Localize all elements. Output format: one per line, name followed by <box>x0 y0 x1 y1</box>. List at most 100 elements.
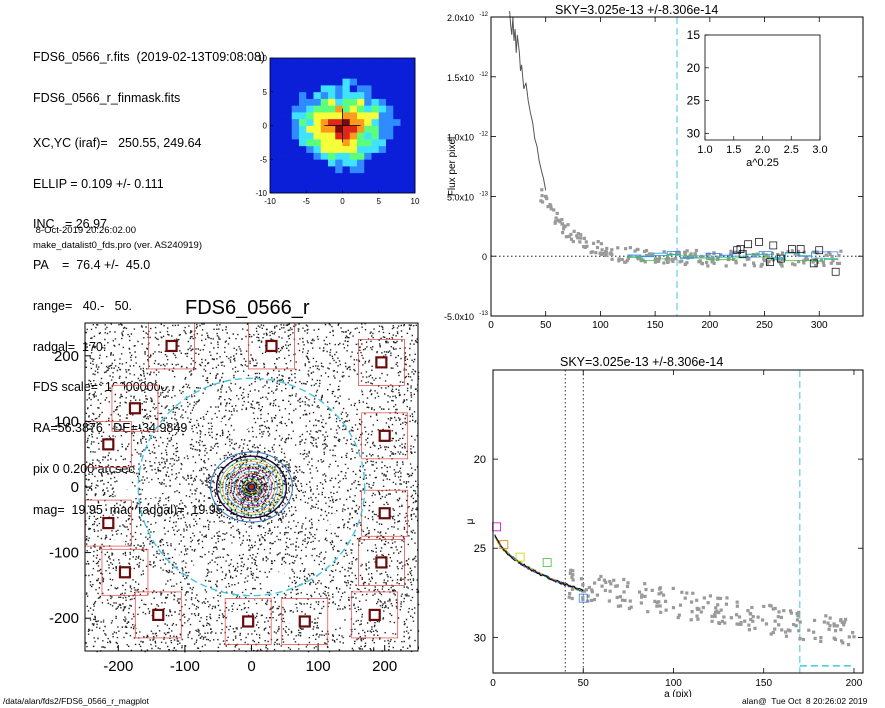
info-line: INC = 26.97 <box>33 217 107 232</box>
mu-point <box>789 611 793 615</box>
sky-point <box>602 252 607 256</box>
image-isophote <box>219 458 284 516</box>
cutout-cell <box>284 125 293 133</box>
cutout-cell <box>364 64 372 72</box>
mu-point <box>826 621 830 625</box>
sky-point <box>666 260 670 264</box>
image-sky-core <box>375 356 388 369</box>
cutout-cell <box>291 125 300 133</box>
image-mask <box>115 487 129 500</box>
sky-box <box>815 246 824 255</box>
cutout-cell <box>349 159 358 167</box>
cutout-cell <box>313 166 322 174</box>
sky-point <box>616 246 620 250</box>
cutout-cell <box>299 64 307 72</box>
mu-point <box>832 624 836 628</box>
mu-point <box>723 621 727 625</box>
sky-point <box>617 257 621 261</box>
sky-point <box>600 248 604 252</box>
cutout-cell <box>328 64 336 72</box>
mu-point <box>718 596 723 601</box>
mu-point <box>643 582 647 586</box>
mu-point <box>844 617 848 622</box>
cutout-cell <box>386 71 394 79</box>
sky-point <box>540 188 544 192</box>
mu-point <box>581 597 585 602</box>
sky-point <box>578 240 582 244</box>
mu-point <box>852 635 856 639</box>
sky-point <box>837 253 841 258</box>
sky-ytick-label: -5.0x10 <box>444 312 474 322</box>
mu-axes: 0 50 100 150 200 20 25 30 a (pix) μ <box>465 369 864 697</box>
mu-point <box>571 578 575 582</box>
cutout-cell <box>270 132 278 140</box>
cutout-cell <box>371 98 380 106</box>
mu-point <box>581 595 585 600</box>
cutout-cell <box>349 172 358 180</box>
mu-point <box>715 609 719 613</box>
cutout-cell <box>386 112 394 120</box>
mu-point <box>579 577 583 581</box>
cutout-cell <box>400 172 409 180</box>
cutout-cell <box>284 166 293 174</box>
mu-point <box>590 590 594 594</box>
mu-point <box>676 615 680 620</box>
sky-point <box>566 223 570 227</box>
mu-profile-line <box>494 536 584 592</box>
cutout-cell <box>335 91 343 99</box>
mu-point <box>735 600 739 604</box>
mu-point <box>756 615 760 619</box>
sky-point <box>610 257 614 261</box>
sky-box <box>766 258 774 267</box>
cutout-cell <box>407 71 416 79</box>
cutout-cell <box>357 179 365 187</box>
cutout-cell <box>291 64 300 72</box>
cutout-cell <box>400 118 409 126</box>
image-mask <box>96 603 114 620</box>
cutout-cell <box>335 112 343 120</box>
cutout-cell <box>342 145 351 153</box>
mu-point <box>614 584 618 588</box>
cutout-cell <box>407 58 416 66</box>
cutout-cell <box>284 172 293 180</box>
cutout-cell <box>393 159 401 167</box>
cutout-cell <box>277 152 285 160</box>
cutout-cell <box>378 71 387 79</box>
image-sky-core <box>102 516 115 530</box>
cutout-cell <box>342 71 351 79</box>
cutout-cell <box>349 105 358 113</box>
sky-point <box>694 255 698 259</box>
mu-point <box>747 628 752 632</box>
sky-point <box>662 250 666 254</box>
cutout-cell <box>342 166 351 174</box>
cutout-cell <box>393 71 401 79</box>
sky-point <box>628 246 632 250</box>
cutout-cell <box>277 145 285 153</box>
cutout-cell <box>357 152 365 160</box>
cutout-cell <box>335 166 343 174</box>
mu-point <box>599 574 603 579</box>
sky-xtick-label: 0 <box>488 320 494 331</box>
cutout-cell <box>313 98 322 106</box>
cutout-cell <box>270 159 278 167</box>
cutout-cell <box>378 145 387 153</box>
cutout-cell <box>371 105 380 113</box>
mu-point <box>620 598 625 602</box>
sky-point <box>545 196 549 201</box>
mu-point <box>795 612 799 616</box>
image-isophote <box>216 455 287 519</box>
inset-ytick-label: 15 <box>687 28 701 42</box>
sky-point <box>562 227 566 231</box>
sky-point <box>727 256 731 260</box>
mu-point <box>842 623 846 627</box>
cutout-cell <box>364 159 372 167</box>
sky-point <box>776 252 780 257</box>
image-isophote <box>225 463 278 511</box>
cutout-cell <box>386 186 394 194</box>
cutout-cell <box>407 132 416 140</box>
image-mask <box>361 552 369 560</box>
mu-point <box>788 609 793 613</box>
image-mask <box>385 622 398 634</box>
cutout-cell <box>320 112 329 120</box>
cutout-cell <box>357 159 365 167</box>
